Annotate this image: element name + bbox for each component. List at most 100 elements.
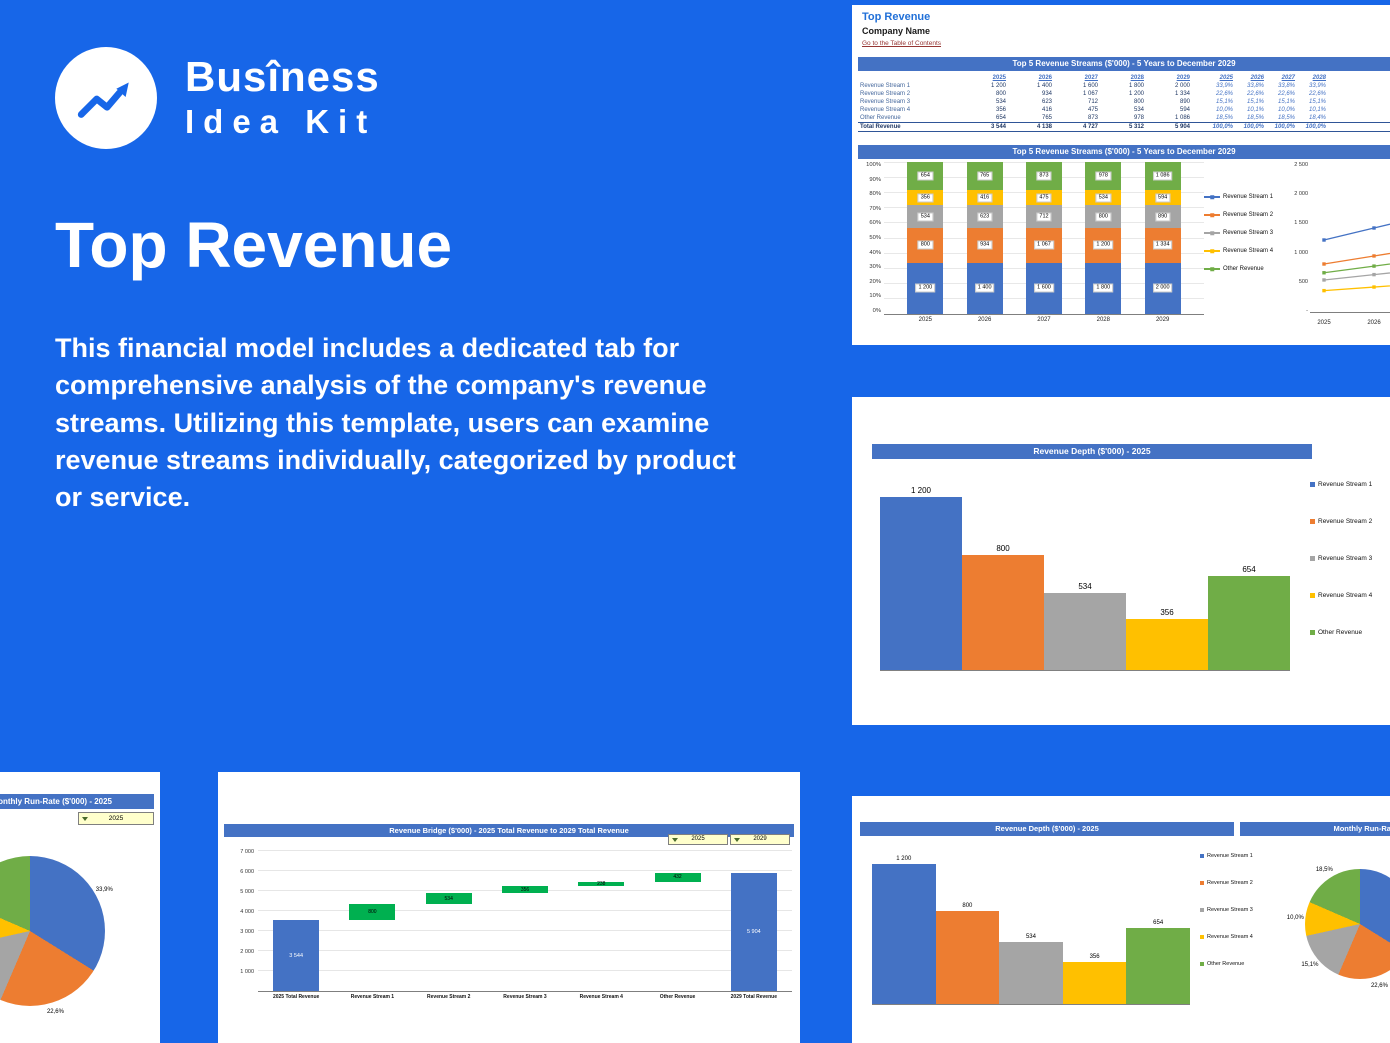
table-row-revenue-stream-4: Revenue Stream 4 356 416 475 534 594 10,0% 10,1… <box>858 106 1390 114</box>
run-rate-title-band: Monthly Run-Rate ($'000) - 2025 <box>0 794 154 809</box>
pct-cell: 100,0% <box>1274 124 1295 130</box>
legend-item-other-revenue: Other Revenue <box>1204 266 1290 272</box>
value-cell: 1 067 <box>1082 91 1098 97</box>
segment-other-revenue: 1 086 <box>1144 162 1181 190</box>
value-cell: 1 400 <box>1036 83 1052 89</box>
year-selector[interactable]: 2025 <box>78 812 154 825</box>
y-tick: 10% <box>869 293 881 300</box>
bridge-y-axis: 7 000 6 000 5 000 4 000 3 000 2 000 1 000 <box>224 842 258 992</box>
y-tick: - <box>1306 307 1308 314</box>
legend-swatch <box>1310 519 1315 524</box>
legend-label: Revenue Stream 3 <box>1207 907 1253 913</box>
row-label: Revenue Stream 4 <box>860 107 911 113</box>
depth-chart-legend-small: Revenue Stream 1 Revenue Stream 2 Revenue … <box>1200 853 1253 967</box>
y-tick: 40% <box>869 249 881 256</box>
legend-point <box>1210 231 1214 235</box>
stacked-bar-2029: 2 000 1 334 890 594 1 086 <box>1144 162 1181 314</box>
y-tick: 30% <box>869 264 881 271</box>
legend-label: Revenue Stream 4 <box>1223 248 1274 254</box>
data-label: 978 <box>1095 171 1111 181</box>
bar <box>935 910 1000 1004</box>
data-label: 534 <box>1095 193 1111 203</box>
stacked-y-axis: 100% 90% 80% 70% 60% 50% 40% 30% 20% 10% 0% <box>858 162 884 314</box>
legend-label: Revenue Stream 3 <box>1223 230 1274 236</box>
row-label: Total Revenue <box>860 124 901 130</box>
legend-point <box>1210 249 1214 253</box>
category-label: Revenue Stream 2 <box>427 994 471 1000</box>
legend-line-marker <box>1204 195 1220 199</box>
y-tick: 5 000 <box>240 889 254 895</box>
stacked-bar-2027: 1 600 1 067 712 475 873 <box>1025 162 1062 314</box>
chart-title-band: Top 5 Revenue Streams ($'000) - 5 Years … <box>858 145 1390 159</box>
value-cell: 873 <box>1087 115 1098 121</box>
table-row-revenue-stream-1: Revenue Stream 1 1 200 1 400 1 600 1 800 2 00… <box>858 82 1390 90</box>
legend-label: Revenue Stream 2 <box>1207 880 1253 886</box>
trend-arrow-icon <box>77 82 129 118</box>
table-of-contents-link[interactable]: Go to the Table of Contents <box>862 40 942 47</box>
data-label: 356 <box>1089 954 1100 961</box>
revenue-depth-chart-small: 1 200 800 534 356 654 <box>872 854 1190 1005</box>
bridge-bar: 534 <box>425 893 472 905</box>
data-label: 1 400 <box>974 283 995 293</box>
y-tick: 70% <box>869 205 881 212</box>
depth-bar-revenue-stream-1: 1 200 <box>880 486 962 670</box>
category-label: 2028 <box>1096 317 1110 323</box>
legend-item-revenue-stream-4: Revenue Stream 4 <box>1200 934 1253 940</box>
brand-name-line2: Idea Kit <box>185 102 377 140</box>
y-tick: 2 500 <box>1294 162 1308 168</box>
pct-cell: 15,1% <box>1215 99 1233 105</box>
pie <box>1305 869 1390 979</box>
gridline <box>884 161 1204 163</box>
legend-line-marker <box>1204 249 1220 253</box>
segment-revenue-stream-1: 1 800 <box>1085 262 1122 314</box>
legend-item-revenue-stream-1: Revenue Stream 1 <box>1200 853 1253 859</box>
value-cell: 3 544 <box>990 124 1006 130</box>
bridge-bar: 432 <box>654 872 701 882</box>
value-cell: 475 <box>1087 107 1098 113</box>
data-label: 2 000 <box>1152 283 1173 293</box>
pct-year-header: 2026 <box>1250 74 1264 81</box>
y-tick: 3 000 <box>240 929 254 935</box>
data-label: 934 <box>977 240 993 250</box>
pct-year-header: 2025 <box>1219 74 1233 81</box>
data-label: 890 <box>1155 212 1171 222</box>
brand-logo <box>55 47 157 149</box>
legend-swatch <box>1310 482 1315 487</box>
value-cell: 712 <box>1087 99 1098 105</box>
legend-swatch <box>1200 935 1204 939</box>
value-cell: 978 <box>1133 115 1144 121</box>
segment-other-revenue: 978 <box>1085 162 1122 191</box>
pct-cell: 15,1% <box>1308 99 1326 105</box>
data-label: 1 086 <box>1152 171 1173 181</box>
stacked-bar-2028: 1 800 1 200 800 534 978 <box>1085 162 1122 314</box>
category-label: 2026 <box>977 317 992 323</box>
bar <box>962 554 1044 670</box>
segment-revenue-stream-3: 534 <box>907 205 944 229</box>
bar <box>872 864 936 1004</box>
category-label: 2025 <box>918 317 932 323</box>
data-label: 534 <box>1025 933 1036 940</box>
year-header: 2029 <box>1176 74 1190 81</box>
bridge-plot-area: 3 544 2025 Total Revenue 800 Revenue Stream… <box>258 842 792 1000</box>
from-year-selector[interactable]: 2025 <box>668 834 728 845</box>
y-tick: 1 000 <box>1294 249 1308 256</box>
y-tick: 7 000 <box>240 849 254 855</box>
y-tick: 2 000 <box>240 949 254 955</box>
value-cell: 623 <box>1041 99 1052 105</box>
pct-cell: 18,5% <box>1277 115 1295 121</box>
bridge-slot-2029-total-revenue: 5 904 2029 Total Revenue <box>716 842 792 1000</box>
brand-name: Busîness Idea Kit <box>185 55 380 140</box>
legend-swatch <box>1310 556 1315 561</box>
pct-cell: 22,6% <box>1277 91 1295 97</box>
legend-point <box>1210 213 1214 217</box>
value-cell: 890 <box>1179 99 1190 105</box>
data-label: 1 067 <box>1034 240 1054 250</box>
gridline <box>258 950 792 951</box>
to-year-selector[interactable]: 2029 <box>730 834 790 845</box>
pie-label-revenue-stream-2: 22,6% <box>46 1009 64 1016</box>
run-rate-title-band-small: Monthly Run-Rate ($'000) - 2025 <box>1240 822 1390 836</box>
category-label: 2026 <box>1367 320 1381 326</box>
gridline <box>258 930 792 931</box>
panel-revenue-depth: Revenue Depth ($'000) - 2025 1 200 800 534… <box>852 397 1390 725</box>
